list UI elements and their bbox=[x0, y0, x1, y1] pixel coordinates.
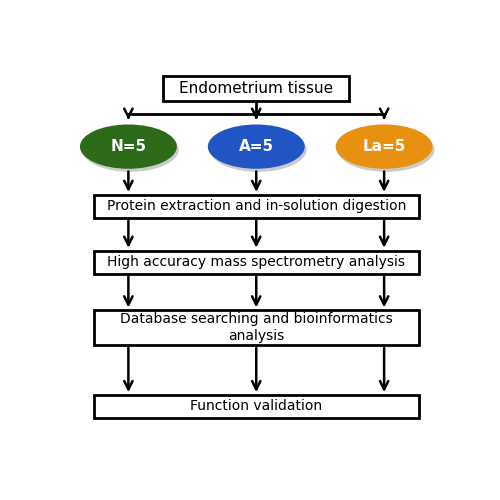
Ellipse shape bbox=[336, 124, 432, 169]
Ellipse shape bbox=[82, 128, 179, 172]
Text: La=5: La=5 bbox=[362, 139, 406, 154]
Text: N=5: N=5 bbox=[110, 139, 146, 154]
Ellipse shape bbox=[208, 124, 304, 169]
FancyBboxPatch shape bbox=[94, 310, 419, 345]
Text: Endometrium tissue: Endometrium tissue bbox=[179, 82, 334, 96]
Text: Database searching and bioinformatics
analysis: Database searching and bioinformatics an… bbox=[120, 312, 392, 342]
FancyBboxPatch shape bbox=[94, 250, 419, 274]
Text: A=5: A=5 bbox=[238, 139, 274, 154]
Ellipse shape bbox=[80, 124, 177, 169]
Text: Function validation: Function validation bbox=[190, 400, 322, 413]
FancyBboxPatch shape bbox=[94, 195, 419, 218]
Text: Protein extraction and in-solution digestion: Protein extraction and in-solution diges… bbox=[106, 200, 406, 213]
FancyBboxPatch shape bbox=[94, 395, 419, 418]
Ellipse shape bbox=[338, 128, 434, 172]
FancyBboxPatch shape bbox=[163, 76, 349, 102]
Text: High accuracy mass spectrometry analysis: High accuracy mass spectrometry analysis bbox=[107, 255, 405, 269]
Ellipse shape bbox=[210, 128, 306, 172]
